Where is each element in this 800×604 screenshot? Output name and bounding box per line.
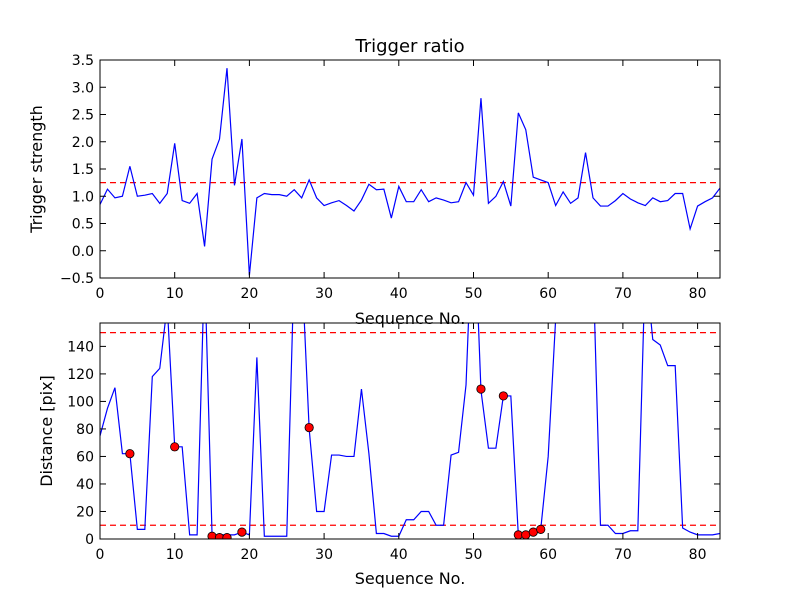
bottom-chart-x-tick-label: 50 <box>465 547 483 563</box>
bottom-chart-trigger-point <box>476 384 486 394</box>
bottom-chart-x-tick-label: 20 <box>240 547 258 563</box>
top-chart-series <box>100 68 720 276</box>
bottom-chart-x-tick-label: 70 <box>614 547 632 563</box>
top-chart-y-tick-label: 3.0 <box>72 80 94 96</box>
top-chart-x-axis-label: Sequence No. <box>355 309 466 328</box>
bottom-chart-frame <box>99 322 721 540</box>
bottom-chart-y-tick-label: 40 <box>76 477 94 493</box>
top-chart-y-tick-label: 1.5 <box>72 162 94 178</box>
top-chart-x-tick-label: 30 <box>315 286 333 302</box>
top-chart-x-tick-label: 80 <box>689 286 707 302</box>
bottom-chart-threshold-lines <box>100 332 720 526</box>
bottom-chart-plot-area <box>100 323 720 539</box>
bottom-chart-x-tick-label: 30 <box>315 547 333 563</box>
bottom-chart: 0 10 20 30 40 50 60 70 80 0 20 40 60 80 100 120 140 Seq… <box>37 322 721 588</box>
bottom-chart-trigger-point <box>237 527 247 537</box>
top-chart-x-tick-label: 50 <box>465 286 483 302</box>
top-chart-y-tick-label: 2.5 <box>72 108 94 124</box>
bottom-chart-trigger-point <box>304 422 314 433</box>
bottom-chart-trigger-point <box>498 391 508 401</box>
top-chart-x-tick-label: 60 <box>539 286 557 302</box>
top-chart-data-line <box>100 68 720 276</box>
top-chart-y-axis-label: Trigger strength <box>27 105 46 234</box>
top-chart-y-tick-label: 1.0 <box>72 189 94 205</box>
top-chart-y-ticks: −0.5 0.0 0.5 1.0 1.5 2.0 2.5 3.0 3.5 <box>60 53 720 287</box>
bottom-chart-x-tick-label: 0 <box>96 547 105 563</box>
bottom-chart-y-axis-label: Distance [pix] <box>37 375 56 487</box>
top-chart-x-tick-label: 40 <box>390 286 408 302</box>
bottom-chart-y-tick-label: 60 <box>76 449 94 465</box>
top-chart-x-tick-label: 10 <box>166 286 184 302</box>
top-chart-x-tick-label: 70 <box>614 286 632 302</box>
top-chart-plot-area <box>100 68 720 276</box>
bottom-chart-y-tick-label: 100 <box>67 394 94 410</box>
bottom-chart-x-tick-label: 10 <box>166 547 184 563</box>
bottom-chart-y-tick-label: 140 <box>67 339 94 355</box>
bottom-chart-trigger-point <box>125 449 135 459</box>
bottom-chart-y-tick-label: 20 <box>76 504 94 520</box>
bottom-chart-trigger-point <box>222 533 232 539</box>
bottom-chart-x-tick-label: 80 <box>689 547 707 563</box>
top-chart-y-tick-label: 2.0 <box>72 135 94 151</box>
bottom-chart-x-tick-label: 40 <box>390 547 408 563</box>
bottom-chart-trigger-point <box>170 442 180 452</box>
bottom-chart-x-tick-label: 60 <box>539 547 557 563</box>
top-chart-x-tick-label: 20 <box>240 286 258 302</box>
top-chart-y-tick-label: 3.5 <box>72 53 94 69</box>
top-chart-y-tick-label: −0.5 <box>60 271 94 287</box>
top-chart: Trigger ratio 0 10 20 30 40 50 60 70 80 −0.50.00… <box>27 36 721 328</box>
bottom-chart-y-tick-label: 0 <box>85 532 94 548</box>
top-chart-y-tick-label: 0.0 <box>72 244 94 260</box>
bottom-chart-x-ticks: 0 10 20 30 40 50 60 70 80 <box>96 323 707 563</box>
bottom-chart-y-tick-label: 80 <box>76 422 94 438</box>
bottom-chart-trigger-point <box>536 524 546 534</box>
bottom-chart-data-line <box>100 323 720 537</box>
bottom-chart-y-ticks: 0 20 40 60 80 100 120 140 <box>67 339 720 548</box>
top-chart-x-tick-label: 0 <box>96 286 105 302</box>
bottom-chart-y-tick-label: 120 <box>67 367 94 383</box>
top-chart-y-tick-label: 0.5 <box>72 217 94 233</box>
bottom-chart-x-axis-label: Sequence No. <box>355 569 466 588</box>
top-chart-title: Trigger ratio <box>354 36 464 57</box>
bottom-chart-series <box>100 323 720 539</box>
top-chart-x-ticks: 0 10 20 30 40 50 60 70 80 <box>96 60 707 302</box>
